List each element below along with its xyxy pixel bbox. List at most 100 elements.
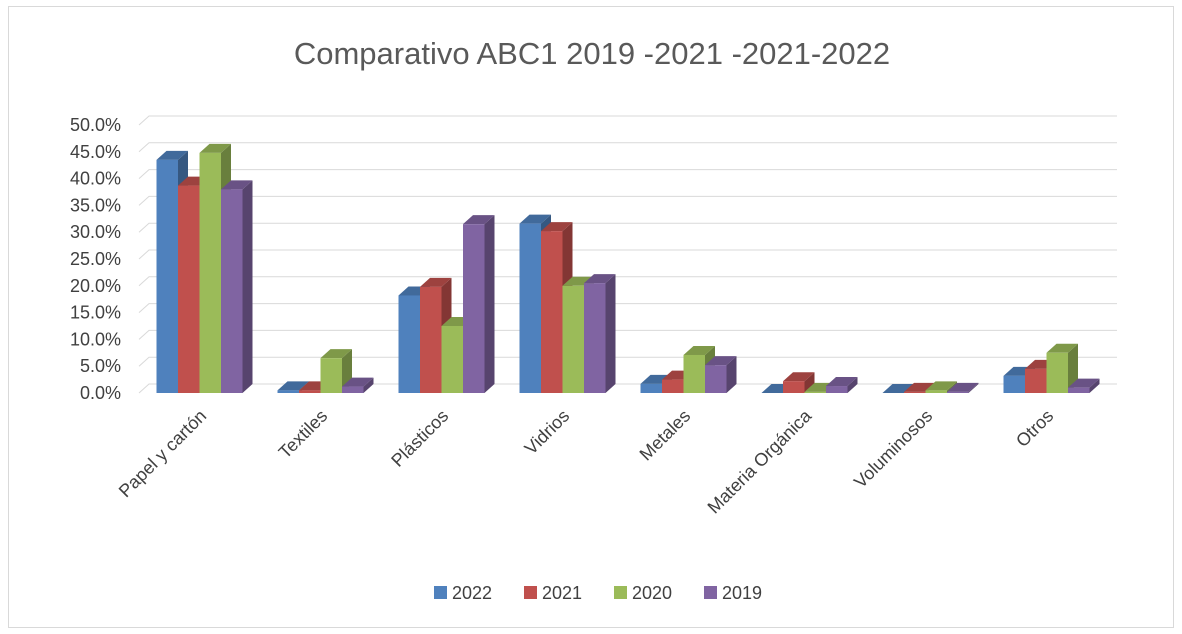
- y-tick-label: 5.0%: [80, 356, 121, 376]
- bar-front: [1025, 368, 1047, 393]
- gridline: [138, 329, 1117, 340]
- bar-front: [299, 390, 321, 393]
- bar-front: [156, 159, 178, 393]
- legend-item: 2020: [614, 583, 672, 603]
- bar-top: [1068, 378, 1100, 388]
- chart-svg: Comparativo ABC1 2019 -2021 -2021-2022 0…: [70, 36, 1117, 603]
- chart-title: Comparativo ABC1 2019 -2021 -2021-2022: [294, 36, 890, 71]
- x-axis-tick-labels: Papel y cartón Textiles Plásticos Vidrios Me…: [115, 405, 1058, 517]
- bar-side: [242, 180, 253, 393]
- bar-side: [363, 377, 374, 393]
- gridline: [138, 249, 1117, 260]
- bar-front: [662, 379, 684, 393]
- x-tick-label: Metales: [636, 406, 695, 465]
- bar-front: [519, 223, 541, 393]
- bar-front: [178, 185, 200, 393]
- bar-top: [519, 214, 551, 224]
- x-tick-label: Vidrios: [521, 406, 574, 459]
- bar: [705, 356, 737, 393]
- y-tick-label: 35.0%: [70, 195, 121, 215]
- bar-front: [640, 383, 662, 393]
- bar-top: [463, 215, 495, 225]
- bar-top: [199, 143, 231, 153]
- bar-front: [683, 354, 705, 393]
- bar-side: [847, 377, 858, 393]
- bar-top: [705, 356, 737, 366]
- bar-front: [320, 358, 342, 393]
- bar: [584, 274, 616, 393]
- bar-front: [441, 326, 463, 393]
- gridline: [138, 303, 1117, 313]
- bar-front: [826, 386, 848, 393]
- legend-item: 2021: [524, 583, 582, 603]
- bar-front: [221, 189, 243, 393]
- bar-front: [783, 381, 805, 393]
- bar-front: [705, 365, 727, 393]
- y-tick-label: 10.0%: [70, 329, 121, 349]
- bar-top: [320, 349, 352, 359]
- y-tick-label: 50.0%: [70, 115, 121, 135]
- y-tick-label: 20.0%: [70, 276, 121, 296]
- bar-side: [804, 372, 815, 393]
- bar-top: [277, 381, 309, 391]
- bar-side: [1068, 343, 1078, 393]
- bar-top: [683, 345, 715, 355]
- x-tick-label: Otros: [1012, 406, 1057, 451]
- y-tick-label: 30.0%: [70, 222, 121, 242]
- bar-front: [904, 391, 926, 393]
- gridline: [138, 142, 1117, 153]
- bar-front: [199, 152, 221, 393]
- x-tick-label: Materia Orgánica: [704, 405, 816, 517]
- bar: [221, 180, 253, 393]
- gridline: [138, 222, 1117, 233]
- legend-swatch: [434, 586, 447, 599]
- y-tick-label: 45.0%: [70, 142, 121, 162]
- bar-side: [484, 215, 495, 393]
- bar-top: [156, 150, 188, 160]
- bar-top: [826, 377, 858, 387]
- bar-front: [463, 224, 485, 393]
- bar-top: [925, 381, 957, 391]
- legend-item: 2019: [704, 583, 762, 603]
- bar-front: [925, 390, 947, 393]
- bar: [783, 372, 815, 393]
- legend-label: 2022: [452, 583, 492, 603]
- y-tick-label: 25.0%: [70, 249, 121, 269]
- gridline: [138, 276, 1117, 287]
- bar-top: [947, 382, 979, 392]
- bar-front: [584, 283, 606, 393]
- legend-label: 2020: [632, 583, 672, 603]
- legend-label: 2021: [542, 583, 582, 603]
- gridline: [138, 115, 1117, 126]
- bar-front: [947, 391, 969, 393]
- bar-front: [420, 286, 442, 393]
- bar: [342, 377, 374, 393]
- bar-front: [277, 390, 299, 393]
- x-tick-label: Papel y cartón: [115, 406, 211, 502]
- bar: [463, 215, 495, 393]
- bar: [1068, 378, 1100, 393]
- bar-top: [342, 377, 374, 387]
- legend-swatch: [704, 586, 717, 599]
- bar-front: [342, 386, 364, 393]
- legend: 2022 2021 2020 2019: [434, 583, 762, 603]
- bar: [947, 382, 979, 393]
- bar-side: [1089, 378, 1100, 393]
- bar-front: [1046, 352, 1068, 393]
- bar-top: [1046, 343, 1078, 353]
- y-axis-tick-labels: 0.0% 5.0% 10.0% 15.0% 20.0% 25.0% 30.0% 35.0% 40…: [70, 115, 121, 403]
- y-tick-label: 40.0%: [70, 169, 121, 189]
- chart-frame: Comparativo ABC1 2019 -2021 -2021-2022 0…: [8, 6, 1174, 628]
- y-tick-label: 0.0%: [80, 383, 121, 403]
- legend-swatch: [524, 586, 537, 599]
- gridline: [138, 195, 1117, 206]
- bar-side: [968, 382, 979, 393]
- bar: [320, 349, 352, 393]
- bar-top: [584, 274, 616, 284]
- bar-top: [541, 222, 573, 232]
- x-tick-label: Voluminosos: [850, 406, 936, 492]
- bar-front: [562, 285, 584, 393]
- gridline: [138, 169, 1117, 179]
- bar-front: [541, 231, 563, 393]
- bar-top: [783, 372, 815, 382]
